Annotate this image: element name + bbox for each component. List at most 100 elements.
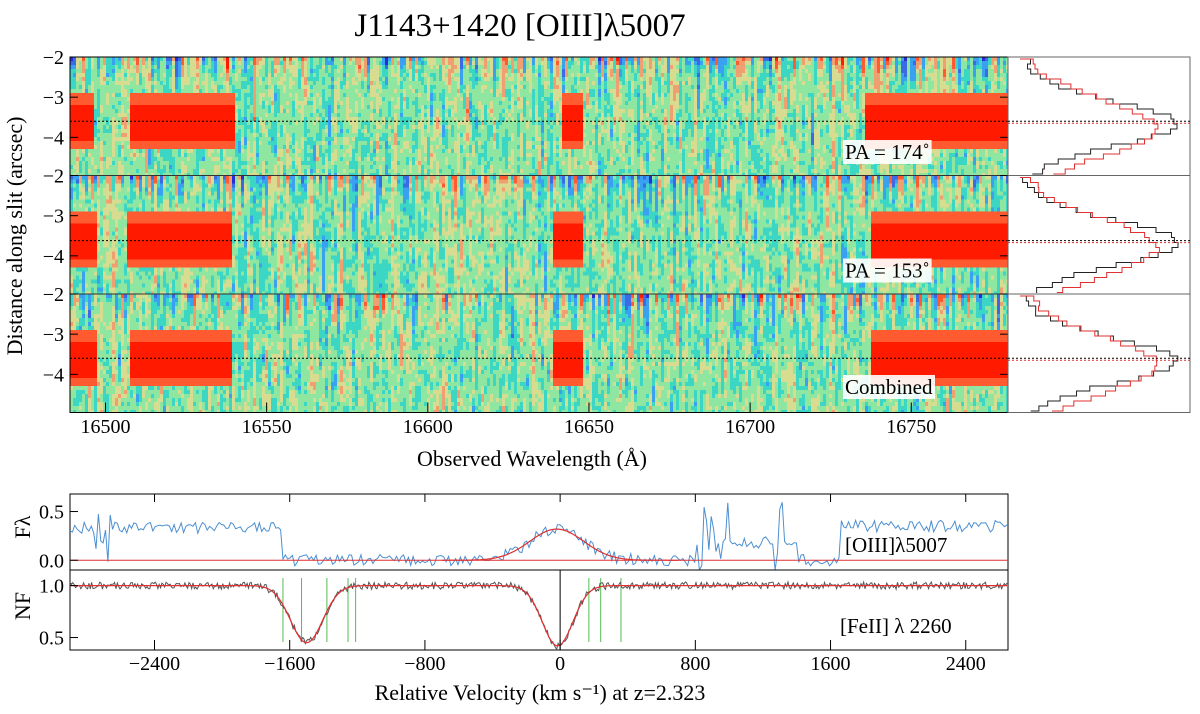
heatmap-cell xyxy=(97,69,101,74)
heatmap-cell xyxy=(385,149,389,154)
heatmap-cell xyxy=(514,145,518,150)
heatmap-cell xyxy=(367,113,371,118)
heatmap-cell xyxy=(403,149,407,154)
heatmap-cell xyxy=(232,101,236,106)
heatmap-cell xyxy=(529,169,533,174)
heatmap-cell xyxy=(220,125,224,130)
heatmap-cell xyxy=(469,69,473,74)
heatmap-cell xyxy=(100,145,104,150)
heatmap-cell xyxy=(373,137,377,142)
heatmap-cell xyxy=(451,133,455,138)
heatmap-cell xyxy=(112,93,116,98)
heatmap-cell xyxy=(457,157,461,162)
heatmap-cell xyxy=(199,77,203,82)
heatmap-cell xyxy=(382,65,386,70)
heatmap-cell xyxy=(85,109,89,114)
heatmap-cell xyxy=(214,61,218,66)
heatmap-cell xyxy=(472,97,476,102)
heatmap-cell xyxy=(97,77,101,82)
heatmap-cell xyxy=(151,85,155,90)
heatmap-cell xyxy=(235,157,239,162)
heatmap-cell xyxy=(376,141,380,146)
heatmap-cell xyxy=(280,133,284,138)
heatmap-cell xyxy=(412,109,416,114)
heatmap-cell xyxy=(73,165,77,170)
heatmap-cell xyxy=(205,105,209,110)
heatmap-cell xyxy=(91,129,95,134)
heatmap-cell xyxy=(274,101,278,106)
heatmap-cell xyxy=(499,73,503,78)
heatmap-cell xyxy=(76,153,80,158)
heatmap-cell xyxy=(304,57,308,62)
heatmap-cell xyxy=(385,77,389,82)
heatmap-cell xyxy=(394,165,398,170)
heatmap-cell xyxy=(151,129,155,134)
heatmap-cell xyxy=(376,109,380,114)
heatmap-cell xyxy=(379,165,383,170)
heatmap-cell xyxy=(394,73,398,78)
heatmap-cell xyxy=(532,81,536,86)
heatmap-cell xyxy=(544,109,548,114)
heatmap-cell xyxy=(334,101,338,106)
heatmap-cell xyxy=(523,113,527,118)
heatmap-cell xyxy=(514,97,518,102)
heatmap-cell xyxy=(298,141,302,146)
heatmap-cell xyxy=(118,125,122,130)
heatmap-cell xyxy=(343,141,347,146)
heatmap-cell xyxy=(115,169,119,174)
heatmap-cell xyxy=(532,77,536,82)
heatmap-cell xyxy=(544,73,548,78)
heatmap-cell xyxy=(202,93,206,98)
heatmap-cell xyxy=(268,153,272,158)
heatmap-cell xyxy=(505,97,509,102)
heatmap-cell xyxy=(433,145,437,150)
heatmap-cell xyxy=(496,125,500,130)
heatmap-cell xyxy=(364,61,368,66)
heatmap-cell xyxy=(190,129,194,134)
heatmap-cell xyxy=(85,81,89,86)
heatmap-cell xyxy=(82,153,86,158)
heatmap-cell xyxy=(352,89,356,94)
heatmap-cell xyxy=(238,105,242,110)
heatmap-cell xyxy=(175,113,179,118)
heatmap-cell xyxy=(91,133,95,138)
heatmap-cell xyxy=(445,129,449,134)
heatmap-cell xyxy=(370,133,374,138)
heatmap-cell xyxy=(292,141,296,146)
heatmap-cell xyxy=(529,161,533,166)
heatmap-cell xyxy=(463,89,467,94)
heatmap-cell xyxy=(136,61,140,66)
heatmap-cell xyxy=(343,113,347,118)
heatmap-cell xyxy=(244,113,248,118)
heatmap-cell xyxy=(397,157,401,162)
heatmap-cell xyxy=(235,97,239,102)
heatmap-cell xyxy=(544,141,548,146)
heatmap-cell xyxy=(358,109,362,114)
heatmap-cell xyxy=(472,69,476,74)
heatmap-cell xyxy=(310,141,314,146)
heatmap-cell xyxy=(295,97,299,102)
heatmap-cell xyxy=(535,157,539,162)
heatmap-cell xyxy=(178,153,182,158)
heatmap-cell xyxy=(499,89,503,94)
heatmap-cell xyxy=(244,109,248,114)
heatmap-cell xyxy=(217,69,221,74)
heatmap-cell xyxy=(262,129,266,134)
heatmap-cell xyxy=(448,165,452,170)
heatmap-cell xyxy=(304,169,308,174)
heatmap-cell xyxy=(178,61,182,66)
heatmap-cell xyxy=(253,145,257,150)
heatmap-cell xyxy=(205,161,209,166)
heatmap-cell xyxy=(121,113,125,118)
heatmap-cell xyxy=(496,57,500,62)
heatmap-cell xyxy=(397,101,401,106)
heatmap-cell xyxy=(466,105,470,110)
heatmap-cell xyxy=(355,61,359,66)
heatmap-cell xyxy=(82,165,86,170)
heatmap-cell xyxy=(337,73,341,78)
heatmap-cell xyxy=(139,81,143,86)
heatmap-cell xyxy=(130,113,134,118)
heatmap-cell xyxy=(391,125,395,130)
heatmap-cell xyxy=(457,149,461,154)
heatmap-cell xyxy=(355,133,359,138)
